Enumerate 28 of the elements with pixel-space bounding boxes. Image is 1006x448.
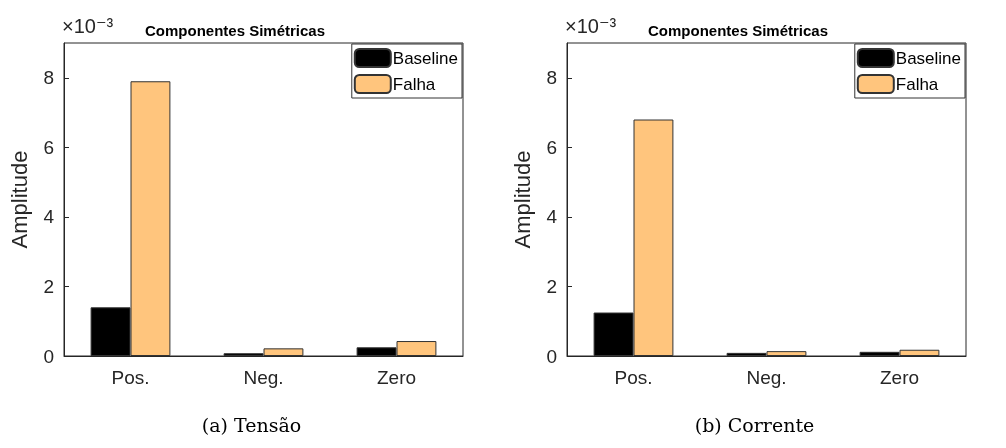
legend-label: Baseline bbox=[895, 48, 962, 68]
y-tick-label: 4 bbox=[43, 206, 55, 228]
y-tick-label: 2 bbox=[546, 275, 557, 297]
y-tick-label: 6 bbox=[43, 136, 54, 158]
text: (b) Corrente bbox=[694, 413, 815, 436]
chart-title: Componentes Simétricas bbox=[145, 22, 326, 39]
x-tick-label: Neg. bbox=[746, 367, 787, 388]
y-tick-label: 8 bbox=[43, 67, 54, 89]
legend-label: Baseline bbox=[392, 48, 459, 68]
x-tick-label: Pos. bbox=[614, 367, 653, 388]
y-tick-label: 6 bbox=[546, 136, 557, 158]
x-tick-label: Pos. bbox=[111, 367, 150, 388]
text: ×10⁻³ bbox=[62, 15, 114, 37]
x-tick-label: Neg. bbox=[243, 367, 284, 388]
chart-title: Componentes Simétricas bbox=[648, 22, 829, 39]
y-tick-label: 2 bbox=[43, 275, 54, 297]
y-tick-label: 0 bbox=[43, 345, 54, 367]
text: (a) Tensão bbox=[201, 413, 302, 436]
y-axis-title: Amplitude bbox=[6, 150, 32, 249]
y-tick-label: 8 bbox=[546, 67, 557, 89]
y-tick-label: 4 bbox=[546, 206, 558, 228]
x-tick-label: Zero bbox=[376, 367, 417, 388]
text: ×10⁻³ bbox=[565, 15, 617, 37]
x-tick-label: Zero bbox=[879, 367, 920, 388]
y-tick-label: 0 bbox=[546, 345, 557, 367]
y-axis-title: Amplitude bbox=[509, 150, 535, 249]
legend-label: Falha bbox=[392, 74, 436, 94]
legend-label: Falha bbox=[895, 74, 939, 94]
